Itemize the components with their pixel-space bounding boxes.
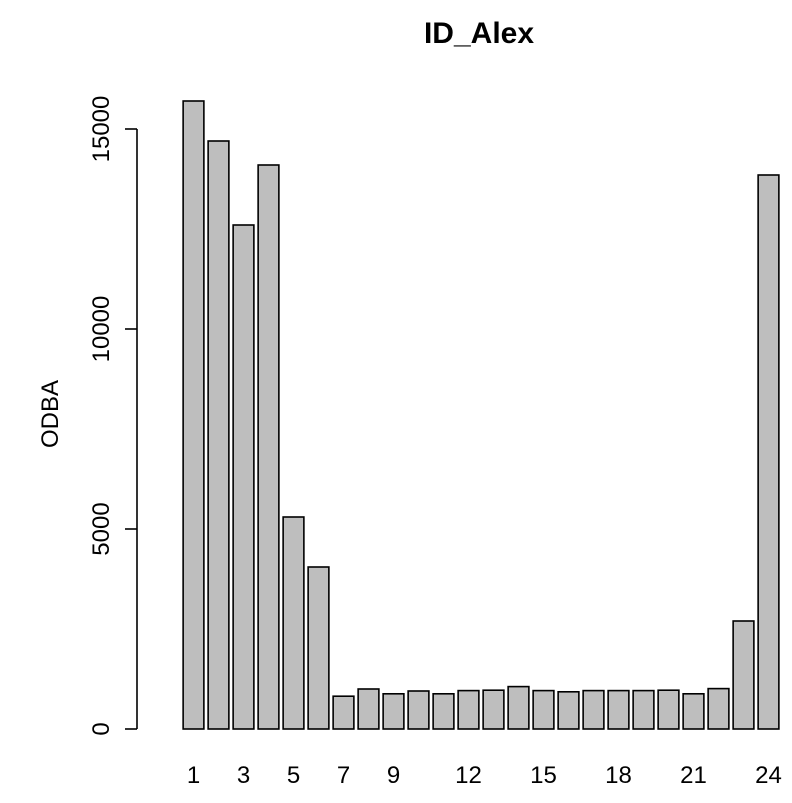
bar-3	[232, 224, 255, 730]
chart-title: ID_Alex	[424, 17, 534, 50]
y-tick-label-15000: 15000	[88, 96, 115, 163]
bar-2	[207, 140, 230, 730]
y-tick-label-0: 0	[88, 722, 115, 735]
x-tick-label-7: 7	[337, 762, 350, 789]
bar-21	[682, 692, 705, 730]
bar-17	[582, 689, 605, 730]
bar-20	[657, 689, 680, 730]
y-tick-label-10000: 10000	[88, 296, 115, 363]
x-tick-label-3: 3	[237, 762, 250, 789]
bar-22	[707, 687, 730, 730]
bar-18	[607, 689, 630, 730]
bar-13	[482, 689, 505, 730]
bar-9	[382, 692, 405, 730]
x-tick-label-9: 9	[387, 762, 400, 789]
x-axis-labels: 1 3 5 7 9 12 15 18 21 24	[187, 762, 782, 789]
x-tick-label-5: 5	[287, 762, 300, 789]
bar-19	[632, 689, 655, 730]
bar-4	[257, 164, 280, 730]
y-axis-label: ODBA	[37, 380, 64, 448]
bar-5	[282, 516, 305, 730]
bar-11	[432, 692, 455, 730]
bar-6	[307, 566, 330, 730]
bar-12	[457, 689, 480, 730]
bar-15	[532, 689, 555, 730]
bar-24	[757, 174, 780, 730]
x-tick-label-24: 24	[755, 762, 782, 789]
x-tick-label-15: 15	[530, 762, 557, 789]
bar-14	[507, 685, 530, 730]
bar-7	[332, 695, 355, 730]
y-axis: 0 5000 10000 15000	[88, 96, 138, 736]
x-tick-label-21: 21	[680, 762, 707, 789]
x-tick-label-12: 12	[455, 762, 482, 789]
y-tick-label-5000: 5000	[88, 502, 115, 555]
x-tick-label-1: 1	[187, 762, 200, 789]
bar-10	[407, 690, 430, 730]
bar-23	[732, 620, 755, 730]
bar-1	[182, 100, 205, 730]
bar-8	[357, 688, 380, 730]
bar-16	[557, 690, 580, 730]
x-tick-label-18: 18	[605, 762, 632, 789]
bars	[182, 100, 780, 730]
